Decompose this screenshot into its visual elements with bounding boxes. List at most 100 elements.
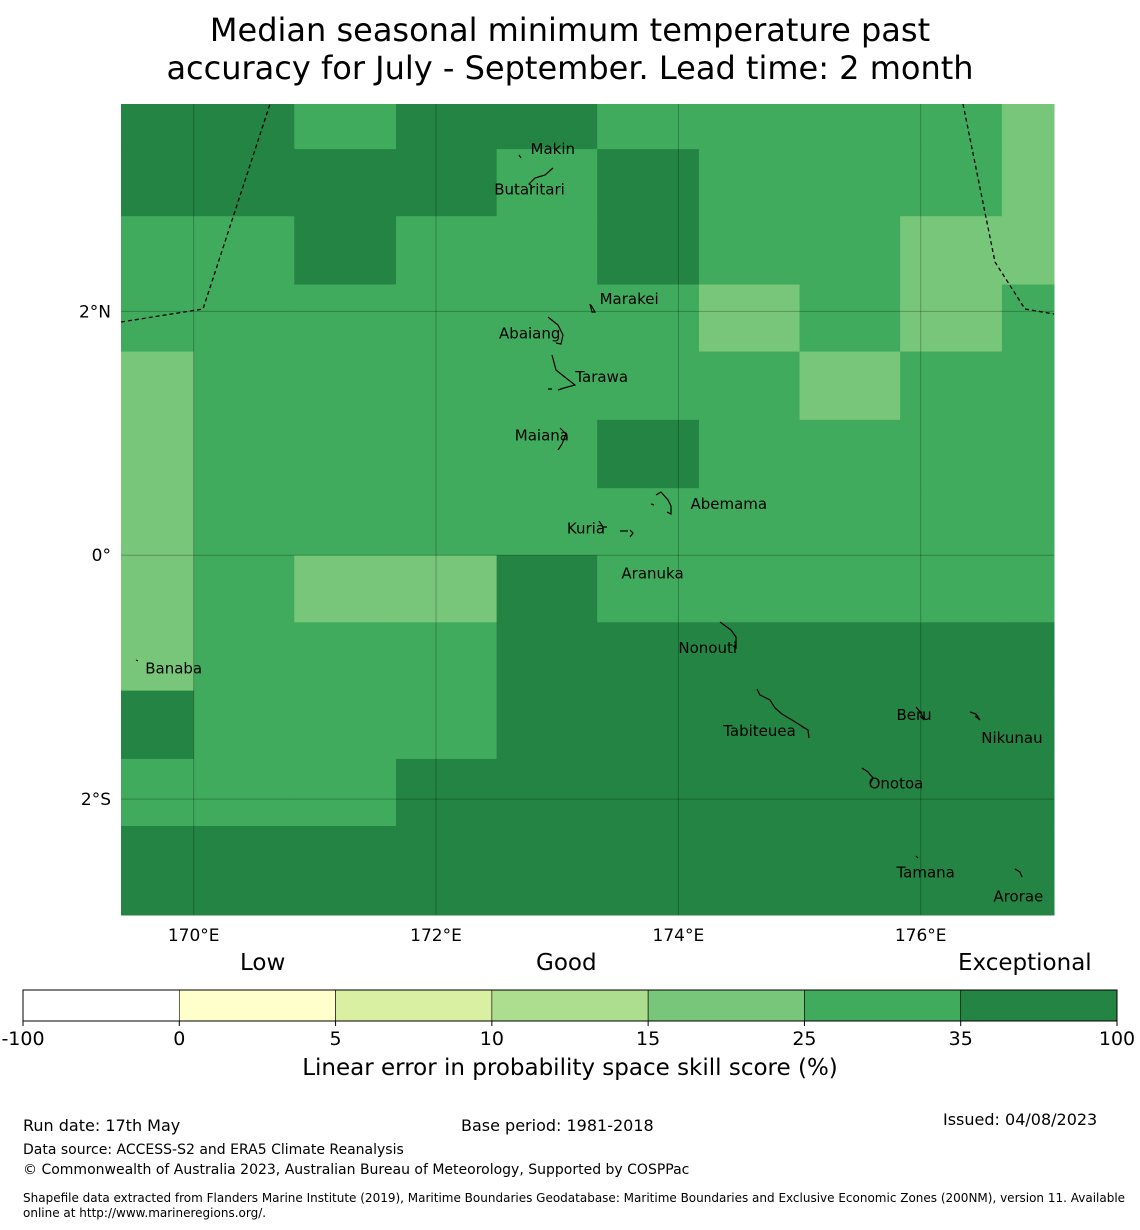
grid-cell — [294, 419, 397, 489]
legend-category-good: Good — [536, 950, 597, 976]
grid-cell — [396, 351, 498, 421]
island-onotoa — [861, 767, 874, 785]
grid-cell — [698, 555, 801, 623]
island-marakei — [589, 303, 597, 313]
grid-cell — [121, 488, 195, 556]
grid-cell — [496, 419, 598, 489]
island-label: Butaritari — [494, 180, 565, 198]
grid-cell — [1001, 488, 1055, 556]
island-label: Kuria — [567, 519, 605, 537]
grid-cell — [799, 690, 901, 760]
grid-cell — [396, 622, 498, 692]
grid-cell — [799, 284, 901, 353]
grid-cell — [121, 690, 195, 760]
grid-cell — [900, 690, 1003, 760]
colorbar-tick-label: 35 — [949, 1028, 973, 1050]
grid-cell — [396, 690, 498, 760]
grid-cell — [121, 419, 195, 489]
grid-cell — [1001, 419, 1055, 489]
longitude-tick-label: 172°E — [410, 926, 462, 946]
grid-cell — [900, 758, 1003, 827]
grid-cell — [799, 622, 901, 692]
grid-cell — [597, 555, 700, 623]
eez-boundaries — [120, 103, 1055, 323]
data-source: Data source: ACCESS-S2 and ERA5 Climate … — [23, 1142, 404, 1158]
grid-cell — [121, 555, 195, 623]
island-label: Makin — [531, 140, 576, 158]
grid-cell — [900, 104, 1003, 150]
island-label: Tamana — [895, 863, 954, 881]
grid-cell — [698, 825, 801, 916]
island-tamana — [915, 855, 919, 859]
grid-cell — [900, 825, 1003, 916]
grid-cell — [496, 104, 598, 150]
grid-cell — [597, 351, 700, 421]
eez-boundary-east — [962, 103, 1055, 315]
island-label: Marakei — [600, 290, 659, 308]
island-label: Tabiteuea — [722, 722, 796, 740]
grid-cell — [597, 488, 700, 556]
grid-cell — [1001, 690, 1055, 760]
graticule — [121, 104, 1054, 915]
axis-ticks: 170°E 172°E 174°E 176°E 2°N 0° 2°S — [79, 302, 947, 946]
longitude-tick-label: 176°E — [895, 926, 947, 946]
grid-cell — [496, 555, 598, 623]
grid-cell — [597, 104, 700, 150]
grid-cell — [698, 690, 801, 760]
grid-cell — [121, 622, 195, 692]
colorbar-bin — [804, 989, 962, 1022]
grid-cell — [294, 104, 397, 150]
colorbar-bin — [335, 989, 493, 1022]
grid-cell — [294, 690, 397, 760]
grid-cell — [698, 622, 801, 692]
grid-cell — [396, 149, 498, 217]
grid-cell — [597, 419, 700, 489]
grid-cell — [1001, 758, 1055, 827]
grid-cell — [799, 825, 901, 916]
longitude-tick-label: 174°E — [653, 926, 705, 946]
grid-cell — [294, 216, 397, 285]
grid-cell — [799, 149, 901, 217]
legend-category-low: Low — [240, 950, 286, 976]
colorbar-tick-label: 25 — [792, 1028, 816, 1050]
grid-cell — [597, 216, 700, 285]
grid-cell — [193, 622, 295, 692]
island-aranuka — [620, 529, 634, 538]
island-label: Nikunau — [981, 729, 1042, 747]
grid-cell — [193, 825, 295, 916]
colorbar-tick-label: 15 — [636, 1028, 660, 1050]
colorbar-bin — [960, 989, 1118, 1022]
grid-cell — [799, 555, 901, 623]
grid-cell — [396, 758, 498, 827]
grid-cell — [698, 419, 801, 489]
grid-cell — [1001, 555, 1055, 623]
grid-cell — [900, 488, 1003, 556]
issued-date: Issued: 04/08/2023 — [943, 1110, 1098, 1129]
grid-cell — [1001, 825, 1055, 916]
grid-cell — [193, 216, 295, 285]
island-makin — [518, 154, 522, 159]
grid-cell — [900, 284, 1003, 353]
grid-cell — [597, 758, 700, 827]
grid-cell — [396, 555, 498, 623]
grid-cell — [496, 149, 598, 217]
grid-cell — [294, 488, 397, 556]
grid-cell — [193, 284, 295, 353]
colorbar-bin — [647, 989, 805, 1022]
grid-cell — [597, 690, 700, 760]
grid-cell — [698, 149, 801, 217]
grid-cell — [396, 216, 498, 285]
grid-cell — [396, 419, 498, 489]
grid-cell — [193, 488, 295, 556]
colorbar-tick-label: 100 — [1099, 1028, 1135, 1050]
grid-cell — [496, 488, 598, 556]
island-label: Banaba — [145, 660, 202, 678]
grid-cell — [900, 555, 1003, 623]
grid-cell — [121, 284, 195, 353]
grid-cell — [496, 284, 598, 353]
grid-cell — [294, 622, 397, 692]
latitude-tick-label: 2°S — [81, 790, 111, 810]
grid-cell — [698, 216, 801, 285]
grid-cell — [193, 555, 295, 623]
grid-cell — [193, 149, 295, 217]
